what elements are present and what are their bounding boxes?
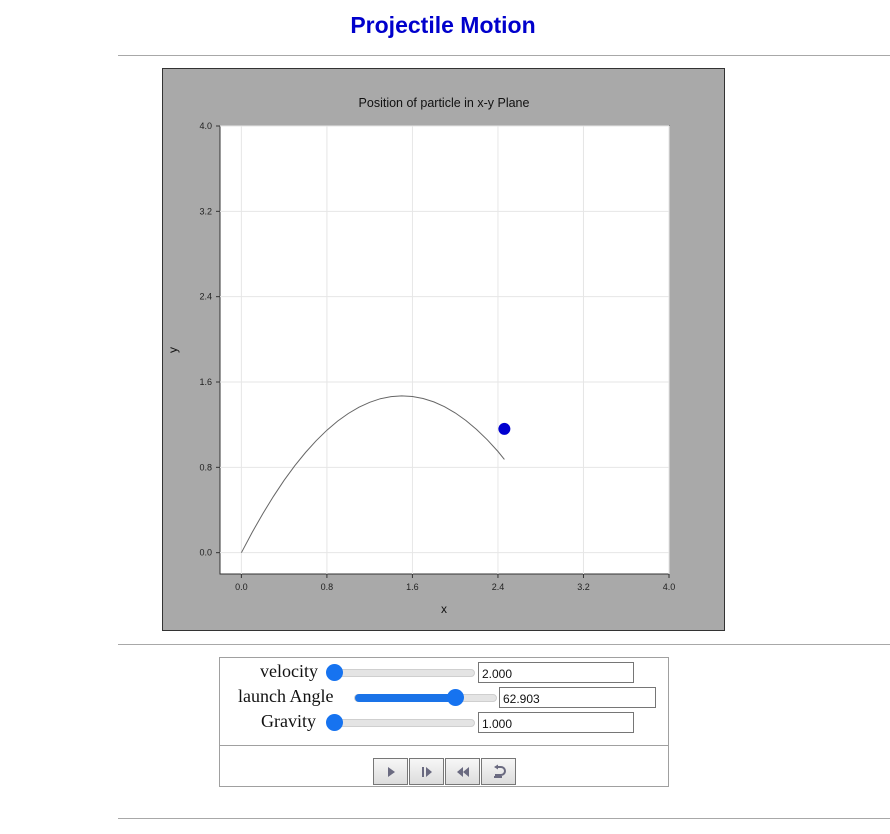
playback-toolbar <box>373 758 517 786</box>
gravity-row: Gravity <box>220 711 668 735</box>
step-forward-button[interactable] <box>409 758 444 785</box>
reset-button[interactable] <box>481 758 516 785</box>
angle-slider-thumb[interactable] <box>447 689 465 706</box>
plot-area <box>219 125 670 575</box>
velocity-row: velocity <box>220 661 668 685</box>
x-tick-label: 1.6 <box>406 582 419 592</box>
x-tick-label: 2.4 <box>492 582 505 592</box>
y-tick-label: 1.6 <box>199 377 212 387</box>
velocity-field[interactable] <box>478 662 634 683</box>
angle-row: launch Angle <box>220 686 668 710</box>
rewind-icon <box>456 766 469 777</box>
y-tick-label: 2.4 <box>199 292 212 302</box>
step-forward-icon <box>421 766 432 777</box>
x-tick-label: 0.8 <box>321 582 334 592</box>
middle-divider <box>118 644 890 645</box>
velocity-slider[interactable] <box>326 664 475 681</box>
x-tick-label: 4.0 <box>663 582 676 592</box>
gravity-label: Gravity <box>261 711 316 731</box>
rewind-button[interactable] <box>445 758 480 785</box>
angle-label: launch Angle <box>238 686 334 706</box>
y-tick-label: 4.0 <box>199 121 212 131</box>
top-divider <box>118 55 890 56</box>
buttons-panel <box>219 745 669 787</box>
reset-icon <box>493 764 506 778</box>
chart: Position of particle in x-y Plane 0.0 0.8… <box>166 96 676 616</box>
chart-title: Position of particle in x-y Plane <box>359 96 530 110</box>
gravity-slider-thumb[interactable] <box>326 714 343 731</box>
controls-panel: velocity launch Angle Gravity <box>219 657 669 746</box>
page-title: Projectile Motion <box>350 12 536 38</box>
play-button[interactable] <box>373 758 408 785</box>
y-tick-label: 3.2 <box>199 206 212 216</box>
y-axis-label: y <box>166 347 180 353</box>
bottom-divider <box>118 818 890 819</box>
x-axis-label: x <box>441 602 447 616</box>
play-icon <box>387 766 395 777</box>
gravity-slider[interactable] <box>326 714 475 731</box>
plot-panel: Position of particle in x-y Plane 0.0 0.8… <box>162 68 725 631</box>
angle-slider-fill <box>355 694 456 702</box>
trajectory-line <box>240 395 505 553</box>
angle-field[interactable] <box>499 687 656 708</box>
x-tick-label: 0.0 <box>235 582 248 592</box>
y-tick-label: 0.8 <box>199 462 212 472</box>
x-tick-label: 3.2 <box>577 582 590 592</box>
velocity-slider-thumb[interactable] <box>326 664 343 681</box>
velocity-label: velocity <box>260 661 318 681</box>
particle-marker[interactable] <box>498 422 511 435</box>
angle-slider[interactable] <box>354 689 497 706</box>
gravity-field[interactable] <box>478 712 634 733</box>
y-tick-label: 0.0 <box>199 548 212 558</box>
